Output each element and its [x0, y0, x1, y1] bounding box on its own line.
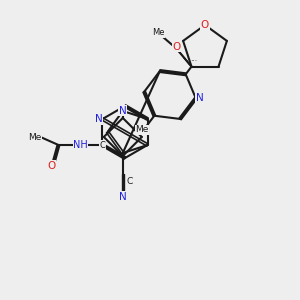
Text: C: C [100, 140, 105, 149]
Text: ···: ··· [190, 57, 197, 66]
Text: Me: Me [152, 28, 165, 37]
Text: N: N [119, 106, 127, 116]
Text: NH: NH [73, 140, 88, 150]
Text: N: N [196, 93, 204, 103]
Text: Me: Me [136, 125, 149, 134]
Text: N: N [94, 114, 102, 124]
Text: N: N [119, 192, 127, 202]
Text: C: C [127, 178, 133, 187]
Text: O: O [47, 161, 56, 171]
Text: Me: Me [28, 133, 41, 142]
Text: O: O [172, 42, 181, 52]
Text: O: O [201, 20, 209, 30]
